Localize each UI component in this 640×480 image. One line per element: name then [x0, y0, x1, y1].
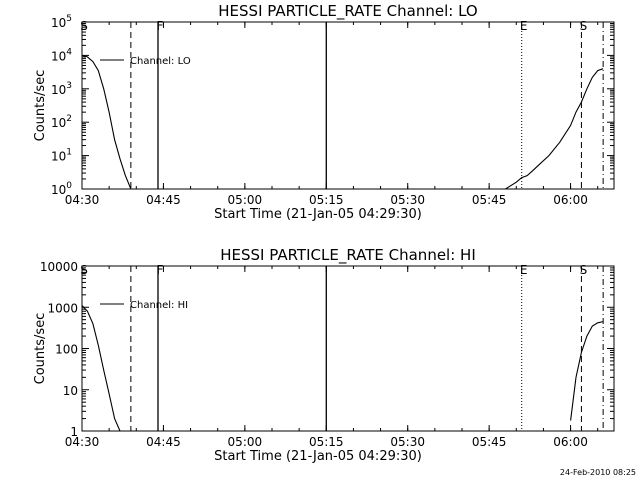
series-line	[505, 68, 604, 190]
event-marker-label: S	[80, 263, 88, 277]
y-tick-label: 104	[51, 47, 72, 63]
x-tick-label: 05:15	[309, 193, 344, 207]
x-tick-label: 05:45	[472, 435, 507, 449]
plot-frame	[81, 265, 615, 432]
lo-channel-panel: HESSI PARTICLE_RATE Channel: LO 04:30 04:4…	[33, 2, 615, 222]
series-line	[570, 321, 604, 421]
x-tick-label: 05:30	[390, 193, 425, 207]
x-tick-label: 05:30	[390, 435, 425, 449]
y-tick-label: 100	[51, 181, 72, 197]
hi-channel-panel: HESSI PARTICLE_RATE Channel: HI 04:30 04:4…	[33, 246, 615, 464]
x-tick-label: 04:45	[146, 435, 181, 449]
x-tick-label: 05:00	[228, 435, 263, 449]
series-line	[81, 54, 132, 190]
x-tick-label: 05:15	[309, 435, 344, 449]
y-tick-label: 101	[51, 148, 72, 164]
x-tick-label: 04:45	[146, 193, 181, 207]
y-axis-label: Counts/sec	[33, 70, 48, 142]
legend-label: Channel: HI	[130, 300, 188, 311]
y-tick-label: 100	[55, 343, 78, 357]
y-tick-label: 102	[51, 114, 72, 130]
x-tick-label: 04:30	[65, 435, 100, 449]
x-axis-label: Start Time (21-Jan-05 04:29:30)	[214, 449, 422, 464]
y-tick-label: 1	[70, 425, 78, 439]
event-marker-label: S	[580, 263, 588, 277]
x-tick-label: 04:30	[65, 193, 100, 207]
plot-frame	[81, 21, 615, 190]
x-axis-label: Start Time (21-Jan-05 04:29:30)	[214, 207, 422, 222]
chart-title: HESSI PARTICLE_RATE Channel: LO	[218, 2, 477, 21]
y-tick-label: 103	[51, 81, 72, 97]
x-tick-label: 06:00	[553, 435, 588, 449]
event-marker-label: F	[157, 263, 164, 277]
x-tick-label: 06:00	[553, 193, 588, 207]
chart-title: HESSI PARTICLE_RATE Channel: HI	[220, 246, 476, 265]
y-tick-label: 1000	[47, 301, 78, 315]
event-marker-label: E	[520, 19, 528, 33]
event-marker-label: S	[80, 19, 88, 33]
y-tick-label: 10000	[40, 260, 78, 274]
footer-date: 24-Feb-2010 08:25	[560, 468, 636, 477]
event-marker-label: F	[157, 19, 164, 33]
event-marker-label: S	[580, 19, 588, 33]
y-tick-label: 10	[63, 384, 78, 398]
series-line	[81, 305, 121, 432]
y-tick-label: 105	[51, 14, 72, 30]
y-axis-label: Counts/sec	[33, 313, 48, 385]
x-tick-label: 05:45	[472, 193, 507, 207]
x-tick-label: 05:00	[228, 193, 263, 207]
event-marker-label: E	[520, 263, 528, 277]
legend-label: Channel: LO	[130, 56, 191, 67]
